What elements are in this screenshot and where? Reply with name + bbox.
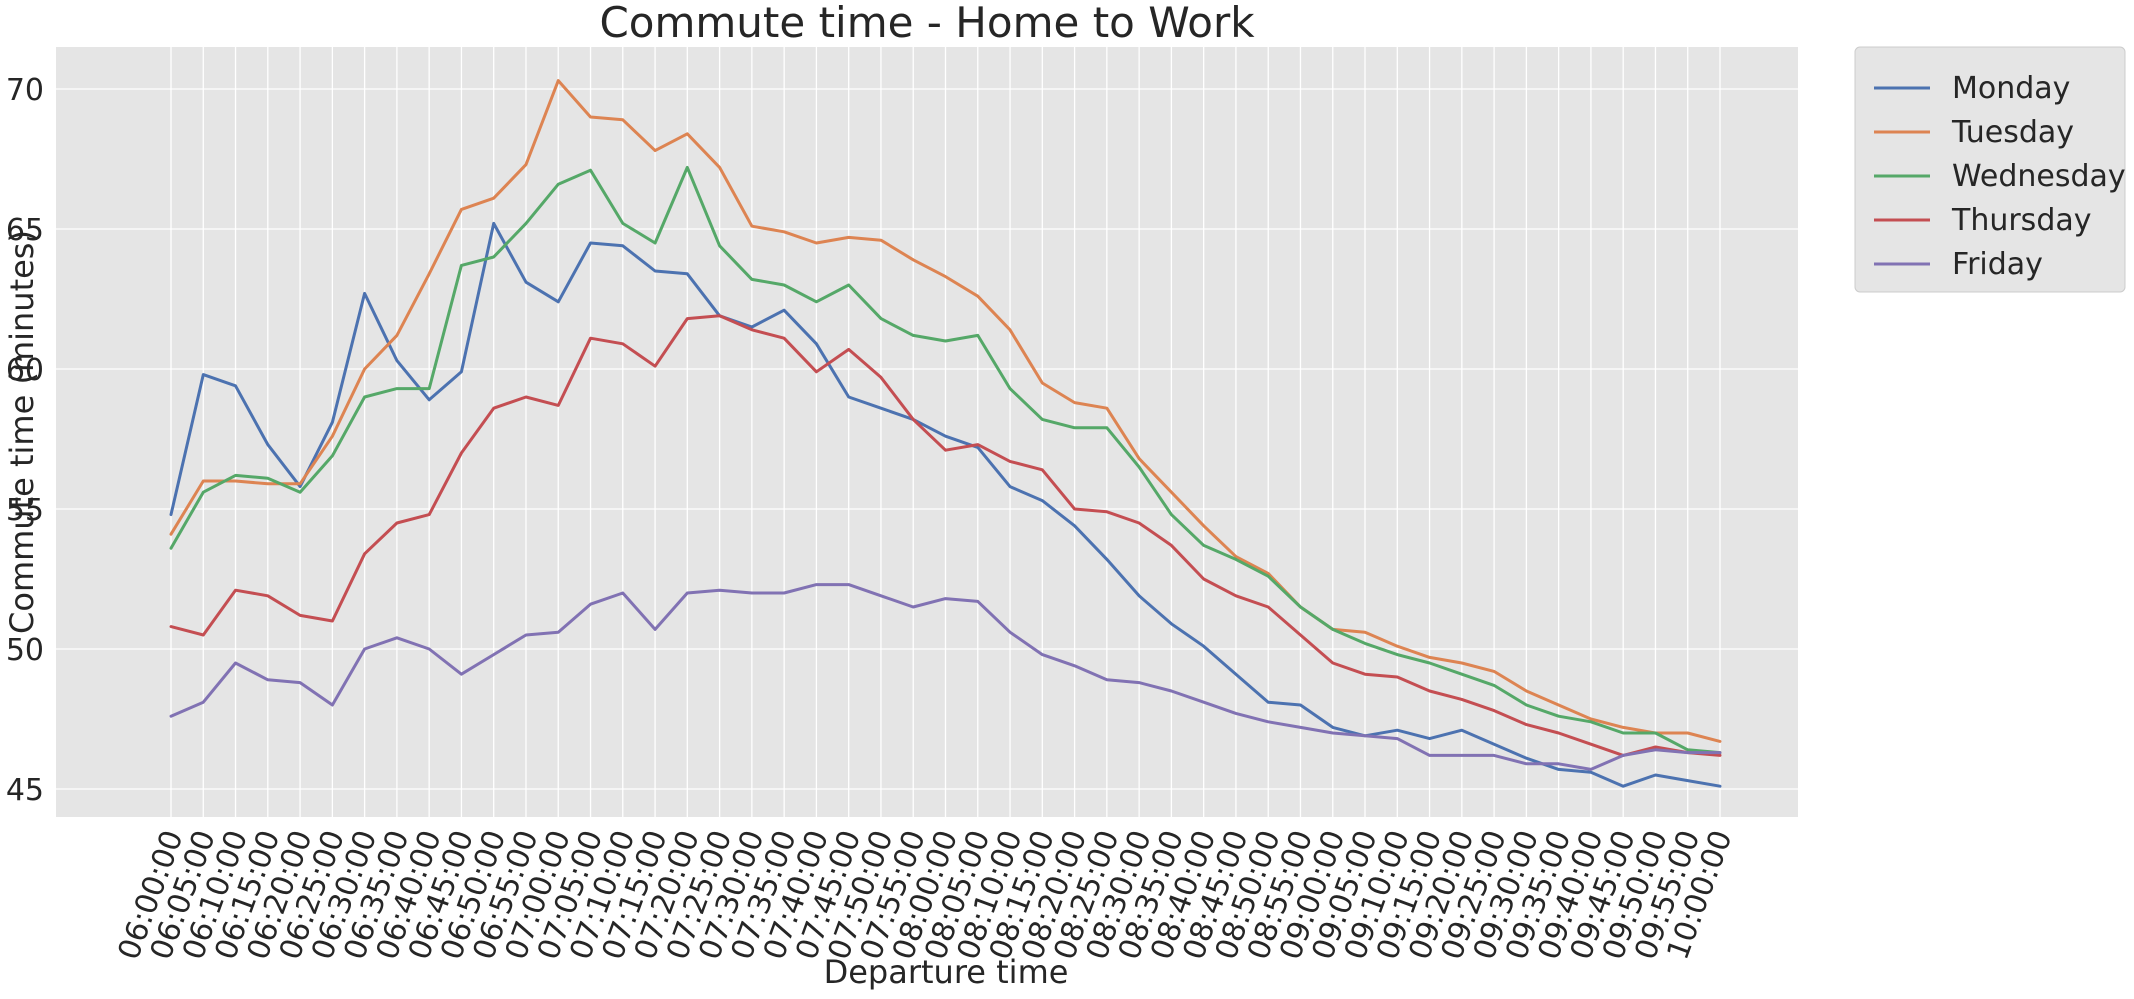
y-tick-label: 60: [6, 353, 44, 388]
y-tick-label: 45: [6, 773, 44, 808]
series-line-wednesday: [169, 165, 1722, 755]
legend-label-wednesday: Wednesday: [1952, 159, 2126, 194]
series-line-thursday: [169, 314, 1722, 757]
legend-label-thursday: Thursday: [1951, 203, 2092, 238]
legend-label-friday: Friday: [1952, 247, 2043, 282]
grid-lines: [56, 47, 1798, 817]
legend: Monday Tuesday Wednesday Thursday Friday: [1854, 46, 2126, 293]
x-axis-title: Departure time: [824, 953, 1069, 991]
series-lines: [169, 79, 1722, 788]
legend-label-tuesday: Tuesday: [1951, 115, 2074, 150]
y-tick-label: 70: [6, 73, 44, 108]
y-tick-labels: 45 50 55 60 65 70: [6, 73, 44, 808]
series-line-tuesday: [169, 79, 1722, 743]
y-tick-label: 65: [6, 213, 44, 248]
y-axis-title: Commute time (minutes): [3, 230, 41, 634]
series-line-monday: [169, 221, 1722, 788]
series-line-friday: [169, 583, 1722, 771]
y-tick-label: 55: [6, 493, 44, 528]
y-tick-label: 50: [6, 633, 44, 668]
chart-title: Commute time - Home to Work: [599, 0, 1255, 47]
legend-box: [1854, 46, 2126, 293]
legend-label-monday: Monday: [1952, 71, 2070, 106]
x-tick-labels: 06:00:0006:05:0006:10:0006:15:0006:20:00…: [112, 826, 1740, 965]
